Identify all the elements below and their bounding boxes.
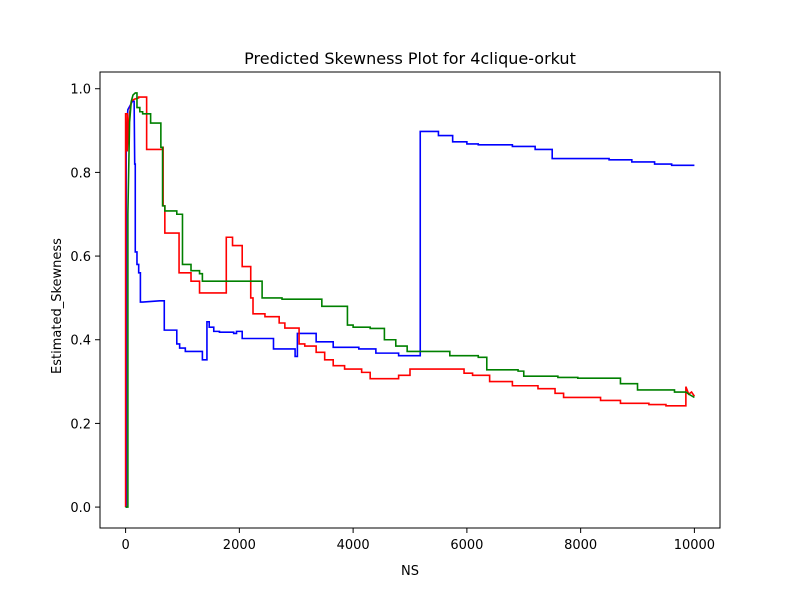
series-layer xyxy=(124,92,696,508)
y-tick-label: 1.0 xyxy=(70,83,91,98)
y-axis-label: Estimated_Skewness xyxy=(50,238,65,374)
y-tick-label: 0.4 xyxy=(70,334,91,349)
y-tick-label: 0.8 xyxy=(70,166,91,181)
x-axis: 0 2000 4000 6000 8000 10000 xyxy=(121,528,715,553)
x-tick-label: 0 xyxy=(121,538,129,553)
y-axis: 0.0 0.2 0.4 0.6 0.8 1.0 xyxy=(70,83,100,516)
y-tick-label: 0.2 xyxy=(70,417,91,432)
x-tick-label: 8000 xyxy=(564,538,597,553)
x-tick-label: 10000 xyxy=(674,538,715,553)
x-tick-label: 4000 xyxy=(337,538,370,553)
series-line-green xyxy=(125,92,695,508)
y-tick-label: 0.6 xyxy=(70,250,91,265)
x-tick-label: 2000 xyxy=(223,538,256,553)
series-line-blue xyxy=(125,100,695,508)
x-tick-label: 6000 xyxy=(450,538,483,553)
x-axis-label: NS xyxy=(401,564,419,579)
y-tick-label: 0.0 xyxy=(70,501,91,516)
plot-frame xyxy=(99,71,721,529)
chart-title: Predicted Skewness Plot for 4clique-orku… xyxy=(244,49,576,68)
